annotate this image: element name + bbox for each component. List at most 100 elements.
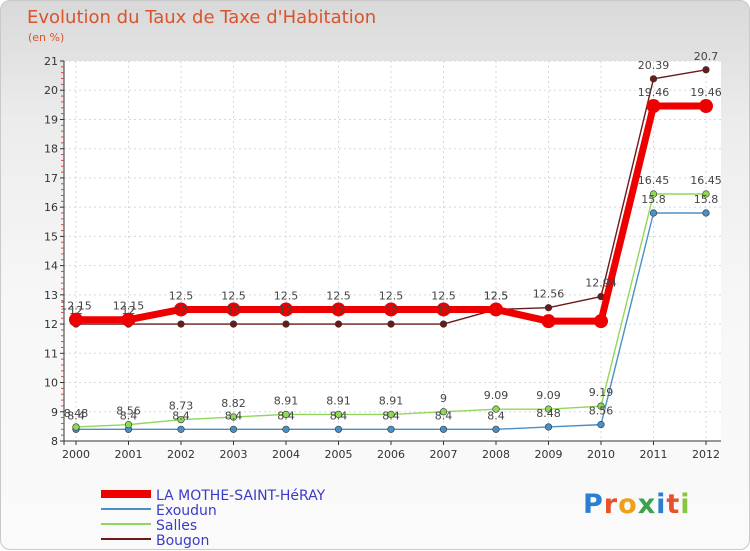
data-label: 8.4 — [172, 409, 190, 422]
data-point — [177, 416, 185, 424]
data-point — [649, 209, 658, 217]
x-tick-label: 2011 — [640, 448, 668, 461]
data-label: 12 — [174, 304, 188, 317]
y-tick-label: 14 — [44, 260, 58, 273]
data-point — [541, 314, 556, 329]
data-label: 12 — [384, 304, 398, 317]
data-label: 16.45 — [690, 174, 722, 187]
data-point — [229, 320, 238, 328]
data-point — [282, 425, 290, 433]
y-tick-label: 20 — [44, 84, 58, 97]
legend-label: Exoudun — [156, 503, 217, 519]
plot-area — [64, 61, 721, 441]
data-point — [387, 320, 395, 328]
data-label: 8.73 — [169, 400, 194, 413]
data-label: 12 — [437, 304, 451, 317]
data-point — [121, 312, 136, 327]
y-tick-label: 9 — [51, 406, 58, 419]
data-label: 8.4 — [435, 409, 453, 422]
x-tick-label: 2007 — [430, 448, 458, 461]
data-label: 20.39 — [638, 59, 670, 72]
legend-label: LA MOTHE-SAINT-HéRAY — [156, 488, 326, 504]
data-label: 8.91 — [379, 394, 404, 407]
data-label: 8.4 — [487, 409, 505, 422]
data-point — [702, 209, 710, 217]
data-label: 12.56 — [533, 288, 565, 301]
chart-unit-label: (en %) — [28, 31, 65, 44]
x-tick-label: 2004 — [272, 448, 300, 461]
data-point — [649, 75, 658, 83]
data-point — [177, 425, 185, 433]
data-label: 15.8 — [641, 193, 666, 206]
x-tick-label: 2009 — [535, 448, 563, 461]
data-point — [492, 405, 500, 413]
x-tick-label: 2001 — [115, 448, 143, 461]
data-label: 12.5 — [484, 289, 509, 302]
data-label: 12.5 — [221, 289, 246, 302]
data-label: 8.56 — [589, 405, 614, 418]
y-tick-label: 17 — [44, 172, 58, 185]
proxiti-logo: Proxiti — [583, 489, 691, 520]
x-tick-label: 2005 — [325, 448, 353, 461]
data-point — [492, 425, 500, 433]
data-label: 8.4 — [277, 409, 295, 422]
data-point — [72, 423, 80, 431]
data-label: 12.5 — [431, 289, 456, 302]
data-label: 12 — [122, 304, 136, 317]
data-label: 8.4 — [225, 409, 243, 422]
data-point — [331, 302, 346, 317]
data-label: 12.5 — [169, 289, 194, 302]
data-label: 9.19 — [589, 386, 614, 399]
data-point — [702, 190, 710, 198]
data-point — [436, 302, 451, 317]
data-label: 12.15 — [60, 300, 92, 313]
data-label: 12 — [332, 304, 346, 317]
data-label: 9.09 — [484, 389, 509, 402]
data-label: 9.09 — [536, 389, 561, 402]
data-point — [334, 425, 343, 433]
data-label: 12 — [69, 304, 83, 317]
data-label: 20.7 — [694, 50, 719, 63]
y-tick-label: 19 — [44, 113, 58, 126]
x-tick-label: 2002 — [167, 448, 195, 461]
data-label: 15.8 — [694, 193, 719, 206]
data-point — [439, 425, 448, 433]
data-point — [597, 421, 605, 429]
data-point — [69, 312, 83, 327]
data-point — [544, 405, 553, 413]
data-label: 12.5 — [379, 289, 404, 302]
y-tick-label: 16 — [44, 201, 58, 214]
data-label: 12.94 — [585, 277, 617, 290]
y-tick-label: 21 — [44, 55, 58, 68]
data-point — [282, 410, 290, 419]
data-label: 9 — [440, 392, 447, 405]
data-label: 12.5 — [484, 289, 509, 302]
data-label: 8.48 — [536, 407, 561, 420]
data-point — [594, 314, 608, 329]
data-label: 8.48 — [64, 407, 89, 420]
data-label: 19.46 — [690, 86, 722, 99]
data-label: 19.46 — [638, 86, 670, 99]
data-point — [177, 320, 185, 328]
data-point — [387, 425, 395, 433]
data-label: 12.5 — [326, 289, 351, 302]
data-point — [334, 410, 343, 419]
data-point — [229, 425, 238, 433]
y-tick-label: 11 — [44, 347, 58, 360]
legend-label: Bougon — [156, 533, 209, 549]
data-label: 12 — [227, 304, 241, 317]
data-point — [384, 302, 398, 317]
x-tick-label: 2000 — [62, 448, 90, 461]
y-tick-label: 12 — [44, 318, 58, 331]
legend-label: Salles — [156, 518, 197, 534]
data-label: 8.4 — [67, 409, 85, 422]
y-tick-label: 15 — [44, 230, 58, 243]
data-point — [174, 302, 188, 317]
y-tick-label: 8 — [51, 435, 58, 448]
y-tick-label: 13 — [44, 289, 58, 302]
data-point — [649, 190, 658, 198]
x-tick-label: 2012 — [692, 448, 720, 461]
data-point — [489, 302, 503, 317]
